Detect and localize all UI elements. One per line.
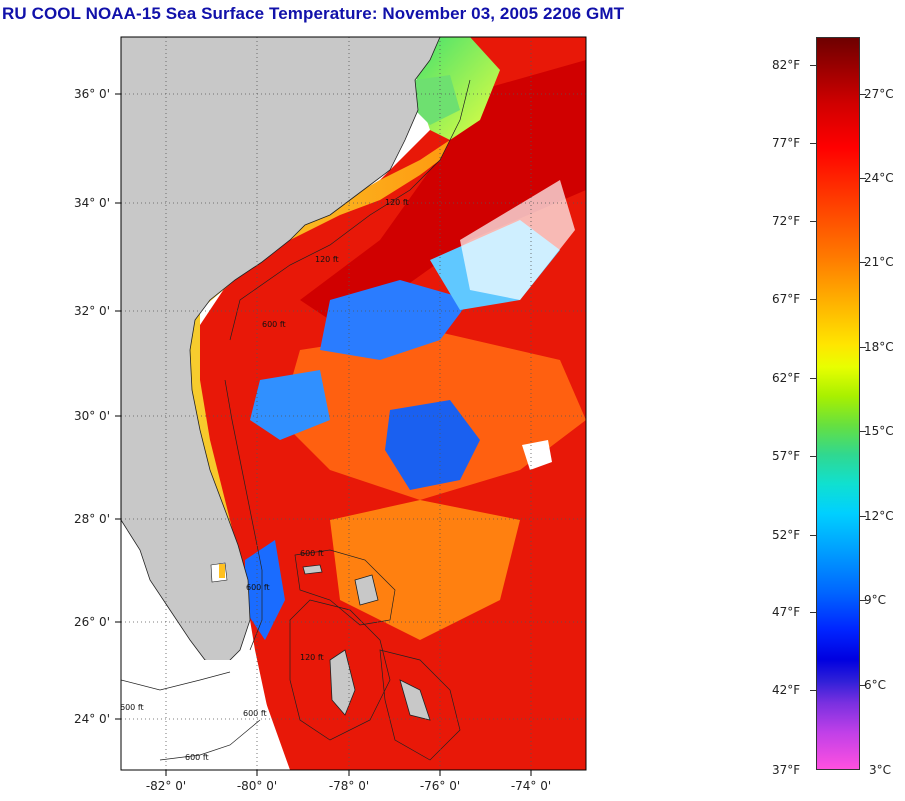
latitude-label-30: 30° 0' xyxy=(73,409,110,423)
colorbar-f-label-67: 67°F xyxy=(772,292,801,306)
latitude-label-26: 26° 0' xyxy=(73,615,110,629)
colorbar-c-label-9: 9°C xyxy=(864,593,887,607)
isobath-contour-4 xyxy=(294,549,396,626)
isobath-label: 600 ft xyxy=(185,753,209,762)
shelf-water xyxy=(175,140,450,560)
keys-contour xyxy=(159,719,261,761)
latitude-label-34: 34° 0' xyxy=(73,196,110,210)
graticule xyxy=(121,37,586,770)
cool-eddy-2 xyxy=(385,400,480,490)
isobath-contour-5 xyxy=(379,649,461,761)
colorbar-f-label-57: 57°F xyxy=(772,449,801,463)
colorbar-f-label-42: 42°F xyxy=(772,683,801,697)
colorbar-c-label-21: 21°C xyxy=(864,255,894,269)
no-data-swath xyxy=(121,660,290,770)
isobath-label: 600 ft xyxy=(300,549,324,558)
cool-eddy-4 xyxy=(245,540,285,640)
longitude-label-78: -78° 0' xyxy=(328,779,370,793)
bahamas-island-3 xyxy=(399,679,431,721)
map-frame xyxy=(120,36,587,771)
isobath-label: 600 ft xyxy=(246,583,270,592)
cloud-spot xyxy=(522,440,552,470)
colorbar-f-label-37: 37°F xyxy=(772,763,801,777)
land-mainland xyxy=(121,37,441,666)
colorbar-c-label-24: 24°C xyxy=(864,171,894,185)
cloud-patches xyxy=(460,180,575,300)
colorbar-f-label-52: 52°F xyxy=(772,528,801,542)
cool-eddy-3 xyxy=(250,370,330,440)
longitude-label-80: -80° 0' xyxy=(236,779,278,793)
latitude-label-24: 24° 0' xyxy=(73,712,110,726)
bahamas-island-1 xyxy=(329,649,356,716)
longitude-label-74: -74° 0' xyxy=(510,779,552,793)
orange-water-2 xyxy=(330,500,520,640)
isobath-label: 120 ft xyxy=(385,198,409,207)
isobath-label: 120 ft xyxy=(315,255,339,264)
temperature-colorbar xyxy=(816,37,860,770)
colorbar-c-label-27: 27°C xyxy=(864,87,894,101)
lake-sst-spot xyxy=(219,564,225,578)
colorbar-c-label-6: 6°C xyxy=(864,678,887,692)
isobath-label: 600 ft xyxy=(120,703,144,712)
cool-eddy-1 xyxy=(320,280,470,360)
colorbar-f-label-47: 47°F xyxy=(772,605,801,619)
colorbar-f-label-62: 62°F xyxy=(772,371,801,385)
sound-water xyxy=(415,75,460,125)
longitude-label-82: -82° 0' xyxy=(145,779,187,793)
isobath-contour-2 xyxy=(224,379,263,651)
isobath-contour-3 xyxy=(289,599,391,741)
colorbar-f-label-72: 72°F xyxy=(772,214,801,228)
isobath-contour-1 xyxy=(229,79,471,341)
colorbar-f-label-82: 82°F xyxy=(772,58,801,72)
map-title: RU COOL NOAA-15 Sea Surface Temperature:… xyxy=(2,4,625,23)
latitude-label-32: 32° 0' xyxy=(73,304,110,318)
latitude-label-36: 36° 0' xyxy=(73,87,110,101)
colorbar-f-label-77: 77°F xyxy=(772,136,801,150)
colorbar-c-label-18: 18°C xyxy=(864,340,894,354)
colorbar-c-label-3: 3°C xyxy=(869,763,892,777)
florida-bay-outline xyxy=(121,671,231,691)
isobath-label: 600 ft xyxy=(262,320,286,329)
gulf-stream-core xyxy=(300,60,586,320)
colorbar-c-label-15: 15°C xyxy=(864,424,894,438)
longitude-label-76: -76° 0' xyxy=(419,779,461,793)
bahamas-island-2 xyxy=(354,574,379,606)
isobath-label: 120 ft xyxy=(300,653,324,662)
colorbar-c-label-12: 12°C xyxy=(864,509,894,523)
isobath-label: 600 ft xyxy=(243,709,267,718)
bahamas-island-4 xyxy=(302,564,323,575)
axis-ticks xyxy=(115,93,532,776)
latitude-label-28: 28° 0' xyxy=(73,512,110,526)
